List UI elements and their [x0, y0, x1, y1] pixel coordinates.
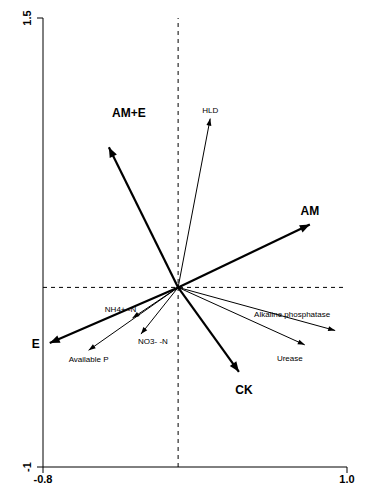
svg-text:E: E	[32, 337, 40, 351]
svg-text:NO3- -N: NO3- -N	[138, 337, 168, 346]
svg-text:Urease: Urease	[277, 354, 303, 363]
svg-text:-1: -1	[21, 462, 33, 472]
svg-text:Available P: Available P	[69, 355, 109, 364]
svg-text:CK: CK	[235, 383, 253, 397]
svg-text:AM: AM	[301, 204, 320, 218]
svg-text:HLD: HLD	[202, 106, 218, 115]
svg-text:-0.8: -0.8	[34, 473, 53, 485]
svg-text:NH4+ -N: NH4+ -N	[105, 305, 137, 314]
svg-text:AM+E: AM+E	[112, 106, 146, 120]
svg-text:1.5: 1.5	[21, 10, 33, 25]
svg-text:Alkaline phosphatase: Alkaline phosphatase	[254, 310, 331, 319]
svg-text:1.0: 1.0	[339, 473, 354, 485]
